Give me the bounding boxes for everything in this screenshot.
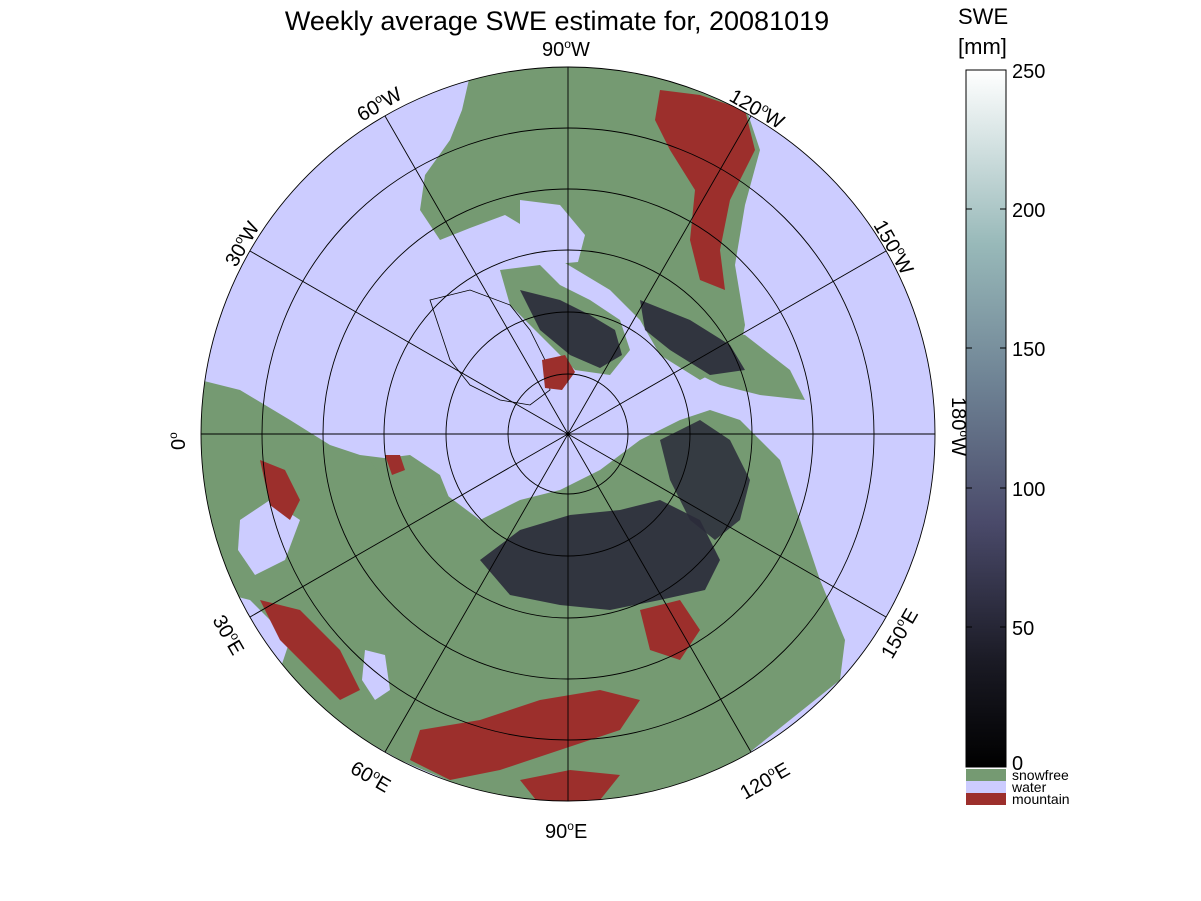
greenland-mountain bbox=[542, 355, 575, 390]
alps-mountain bbox=[260, 600, 360, 700]
east-asia-mountain bbox=[640, 600, 700, 660]
snowfree-swatch bbox=[966, 769, 1006, 781]
mountain-label: mountain bbox=[1012, 791, 1070, 807]
water-swatch bbox=[966, 781, 1006, 793]
colorbar-gradient bbox=[965, 69, 1007, 768]
label-120e: 120oE bbox=[736, 757, 794, 804]
alaska-snow bbox=[640, 300, 745, 375]
graticule bbox=[200, 66, 936, 802]
label-180: 180oW bbox=[947, 397, 971, 456]
colorbar-tick-150: 150 bbox=[1012, 339, 1045, 361]
colorbar-tick-250: 250 bbox=[1012, 61, 1045, 83]
caspian bbox=[362, 650, 390, 700]
label-90e: 90oE bbox=[545, 819, 587, 843]
mountain-swatch bbox=[966, 793, 1006, 805]
snowfree-label: snowfree bbox=[1012, 767, 1069, 783]
label-0: 0o bbox=[166, 432, 190, 450]
himalaya-mountain bbox=[410, 690, 640, 780]
map-disc bbox=[200, 66, 936, 802]
colorbar-tick-200: 200 bbox=[1012, 200, 1045, 222]
greenland bbox=[429, 289, 551, 406]
baltic-sea bbox=[238, 500, 300, 575]
hudson-bay bbox=[520, 200, 585, 265]
tibet-mountain bbox=[520, 770, 620, 801]
colorbar: SWE [mm] 250 200 150 100 50 0 snow bbox=[958, 4, 1070, 807]
colorbar-tick-100: 100 bbox=[1012, 479, 1045, 501]
label-60e: 60oE bbox=[347, 756, 396, 798]
label-30e: 30oE bbox=[208, 611, 250, 660]
far-east-snow bbox=[660, 420, 750, 540]
label-90w: 90oW bbox=[542, 37, 590, 61]
arctic-snow bbox=[520, 290, 622, 368]
map-title: Weekly average SWE estimate for, 2008101… bbox=[285, 6, 829, 36]
colorbar-unit-title: SWE bbox=[958, 4, 1008, 29]
colorbar-unit-label: [mm] bbox=[958, 34, 1007, 59]
water-label: water bbox=[1011, 779, 1047, 795]
rockies-mountain bbox=[655, 90, 755, 290]
svalbard-mountain bbox=[385, 455, 405, 475]
colorbar-tick-50: 50 bbox=[1012, 618, 1034, 640]
colorbar-tick-0: 0 bbox=[1012, 753, 1023, 775]
siberia-snow bbox=[480, 500, 720, 610]
colorbar-ticks bbox=[966, 69, 1006, 628]
